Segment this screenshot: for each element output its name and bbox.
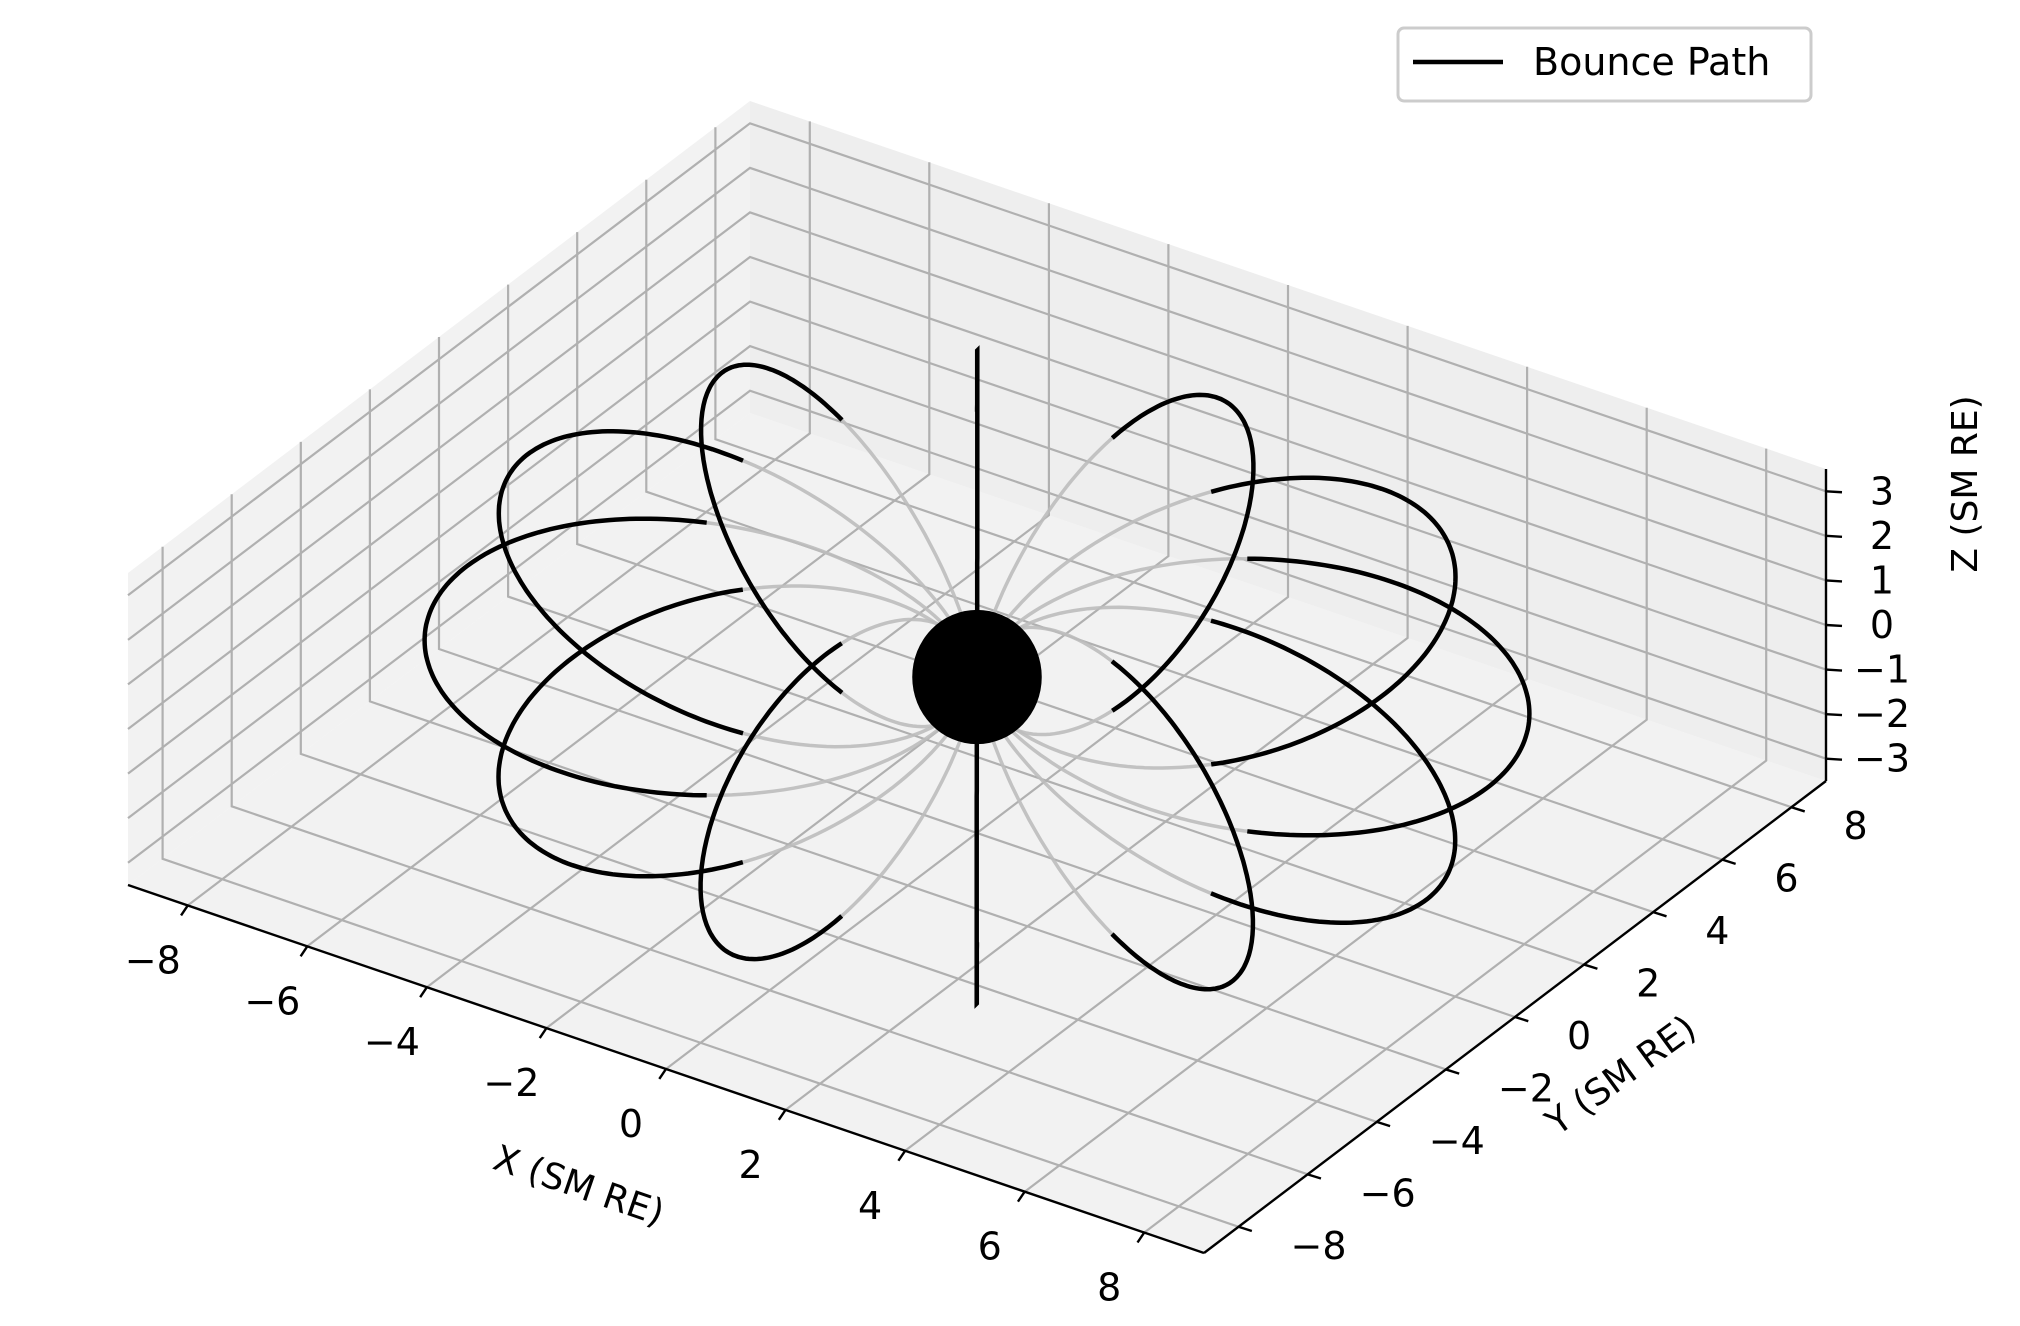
y-axis-label: Y (SM RE) bbox=[1538, 1008, 1704, 1144]
z-gridline bbox=[127, 211, 1827, 686]
x-tick-mark bbox=[419, 986, 428, 998]
legend-label: Bounce Path bbox=[1533, 40, 1770, 84]
z-tick-mark bbox=[1825, 579, 1843, 583]
bounce-path bbox=[496, 587, 744, 879]
y-tick-label: 2 bbox=[1636, 962, 1660, 1006]
x-tick-mark bbox=[180, 904, 189, 917]
z-tick-label: 0 bbox=[1870, 603, 1894, 647]
z-gridline bbox=[127, 300, 1827, 775]
z-tick-mark bbox=[1825, 623, 1843, 628]
x-tick-mark bbox=[538, 1027, 548, 1039]
y-gridline bbox=[645, 179, 1723, 861]
x-gridline bbox=[306, 162, 931, 948]
z-gridline bbox=[127, 122, 1827, 597]
y-tick-mark bbox=[1238, 1225, 1253, 1233]
y-tick-label: 0 bbox=[1567, 1014, 1591, 1058]
x-axis-label: X (SM RE) bbox=[488, 1138, 669, 1234]
axes-group bbox=[127, 469, 1843, 1255]
y-tick-mark bbox=[1445, 1068, 1460, 1075]
y-gridline bbox=[437, 337, 1516, 1019]
legend-box bbox=[1396, 26, 1813, 103]
z-axis-label: Z (SM RE) bbox=[1945, 395, 1986, 572]
y-gridline bbox=[714, 127, 1792, 809]
z-tick-mark bbox=[1825, 712, 1843, 717]
x-gridline bbox=[426, 203, 1051, 989]
z-gridline bbox=[127, 389, 1827, 864]
x-gridline bbox=[1024, 407, 1648, 1193]
x-gridline bbox=[545, 244, 1170, 1029]
x-tick-mark bbox=[1016, 1190, 1026, 1203]
z-tick-label: 3 bbox=[1870, 469, 1894, 513]
y-tick-mark bbox=[1652, 910, 1667, 918]
x-tick-label: 8 bbox=[1097, 1266, 1121, 1310]
z-gridline bbox=[127, 344, 1827, 819]
y-tick-label: 8 bbox=[1843, 804, 1867, 848]
y-tick-mark bbox=[1376, 1120, 1391, 1128]
x-tick-mark bbox=[299, 945, 309, 957]
x-tick-label: −2 bbox=[483, 1061, 539, 1105]
x-tick-mark bbox=[1136, 1231, 1146, 1244]
y-tick-label: −6 bbox=[1360, 1171, 1416, 1215]
x-tick-label: −6 bbox=[244, 979, 300, 1023]
y-gridline bbox=[161, 546, 1239, 1228]
z-tick-mark bbox=[1825, 757, 1843, 761]
z-gridline bbox=[127, 166, 1827, 641]
bounce-path bbox=[1110, 392, 1256, 713]
z-tick-label: 2 bbox=[1870, 514, 1894, 558]
y-tick-mark bbox=[1721, 858, 1736, 866]
z-gridline bbox=[127, 255, 1827, 730]
x-gridline bbox=[784, 325, 1409, 1111]
x-tick-label: 0 bbox=[619, 1102, 643, 1146]
y-gridline bbox=[576, 232, 1654, 914]
x-gridline bbox=[904, 366, 1529, 1152]
y-tick-label: 4 bbox=[1705, 909, 1729, 953]
bounce-path bbox=[1210, 475, 1458, 767]
z-tick-label: −3 bbox=[1854, 737, 1910, 781]
bounce-path bbox=[1210, 618, 1458, 925]
x-tick-mark bbox=[777, 1109, 787, 1121]
x-gridline bbox=[1143, 448, 1768, 1234]
y-tick-label: −4 bbox=[1429, 1119, 1485, 1163]
y-gridline bbox=[299, 441, 1378, 1123]
x-tick-label: −8 bbox=[125, 938, 181, 982]
bounce-path bbox=[422, 516, 707, 798]
legend: Bounce Path bbox=[1396, 26, 1813, 103]
y-tick-mark bbox=[1583, 963, 1598, 970]
bounce-path bbox=[698, 362, 844, 695]
y-gridline bbox=[368, 389, 1447, 1071]
y-tick-mark bbox=[1791, 806, 1806, 813]
y-tick-label: 6 bbox=[1774, 857, 1798, 901]
z-tick-mark bbox=[1825, 534, 1843, 539]
y-gridline bbox=[507, 284, 1585, 966]
earth-sphere bbox=[912, 609, 1042, 745]
x-gridline bbox=[665, 285, 1290, 1070]
y-tick-label: −2 bbox=[1498, 1066, 1554, 1110]
z-tick-label: 1 bbox=[1870, 558, 1894, 602]
y-tick-mark bbox=[1514, 1015, 1529, 1023]
x-tick-label: 6 bbox=[978, 1225, 1002, 1269]
bounce-path bbox=[1110, 659, 1256, 992]
z-tick-label: −1 bbox=[1854, 648, 1910, 692]
y-tick-mark bbox=[1307, 1173, 1322, 1180]
x-tick-label: −4 bbox=[364, 1020, 420, 1064]
z-tick-mark bbox=[1825, 668, 1843, 672]
y-gridline bbox=[230, 494, 1309, 1176]
x-tick-mark bbox=[897, 1150, 907, 1162]
field-lines-group bbox=[422, 345, 1532, 1009]
bounce-path bbox=[1247, 556, 1532, 838]
bounce-path bbox=[698, 641, 844, 962]
z-tick-label: −2 bbox=[1854, 692, 1910, 736]
x-tick-mark bbox=[658, 1068, 667, 1080]
z-tick-mark bbox=[1825, 490, 1843, 494]
x-tick-label: 4 bbox=[858, 1184, 882, 1228]
x-gridline bbox=[187, 121, 811, 907]
grid-group bbox=[127, 121, 1827, 1234]
y-tick-label: −8 bbox=[1291, 1224, 1347, 1268]
bounce-path bbox=[496, 429, 744, 736]
earth-group bbox=[912, 609, 1042, 745]
x-tick-label: 2 bbox=[738, 1143, 762, 1187]
